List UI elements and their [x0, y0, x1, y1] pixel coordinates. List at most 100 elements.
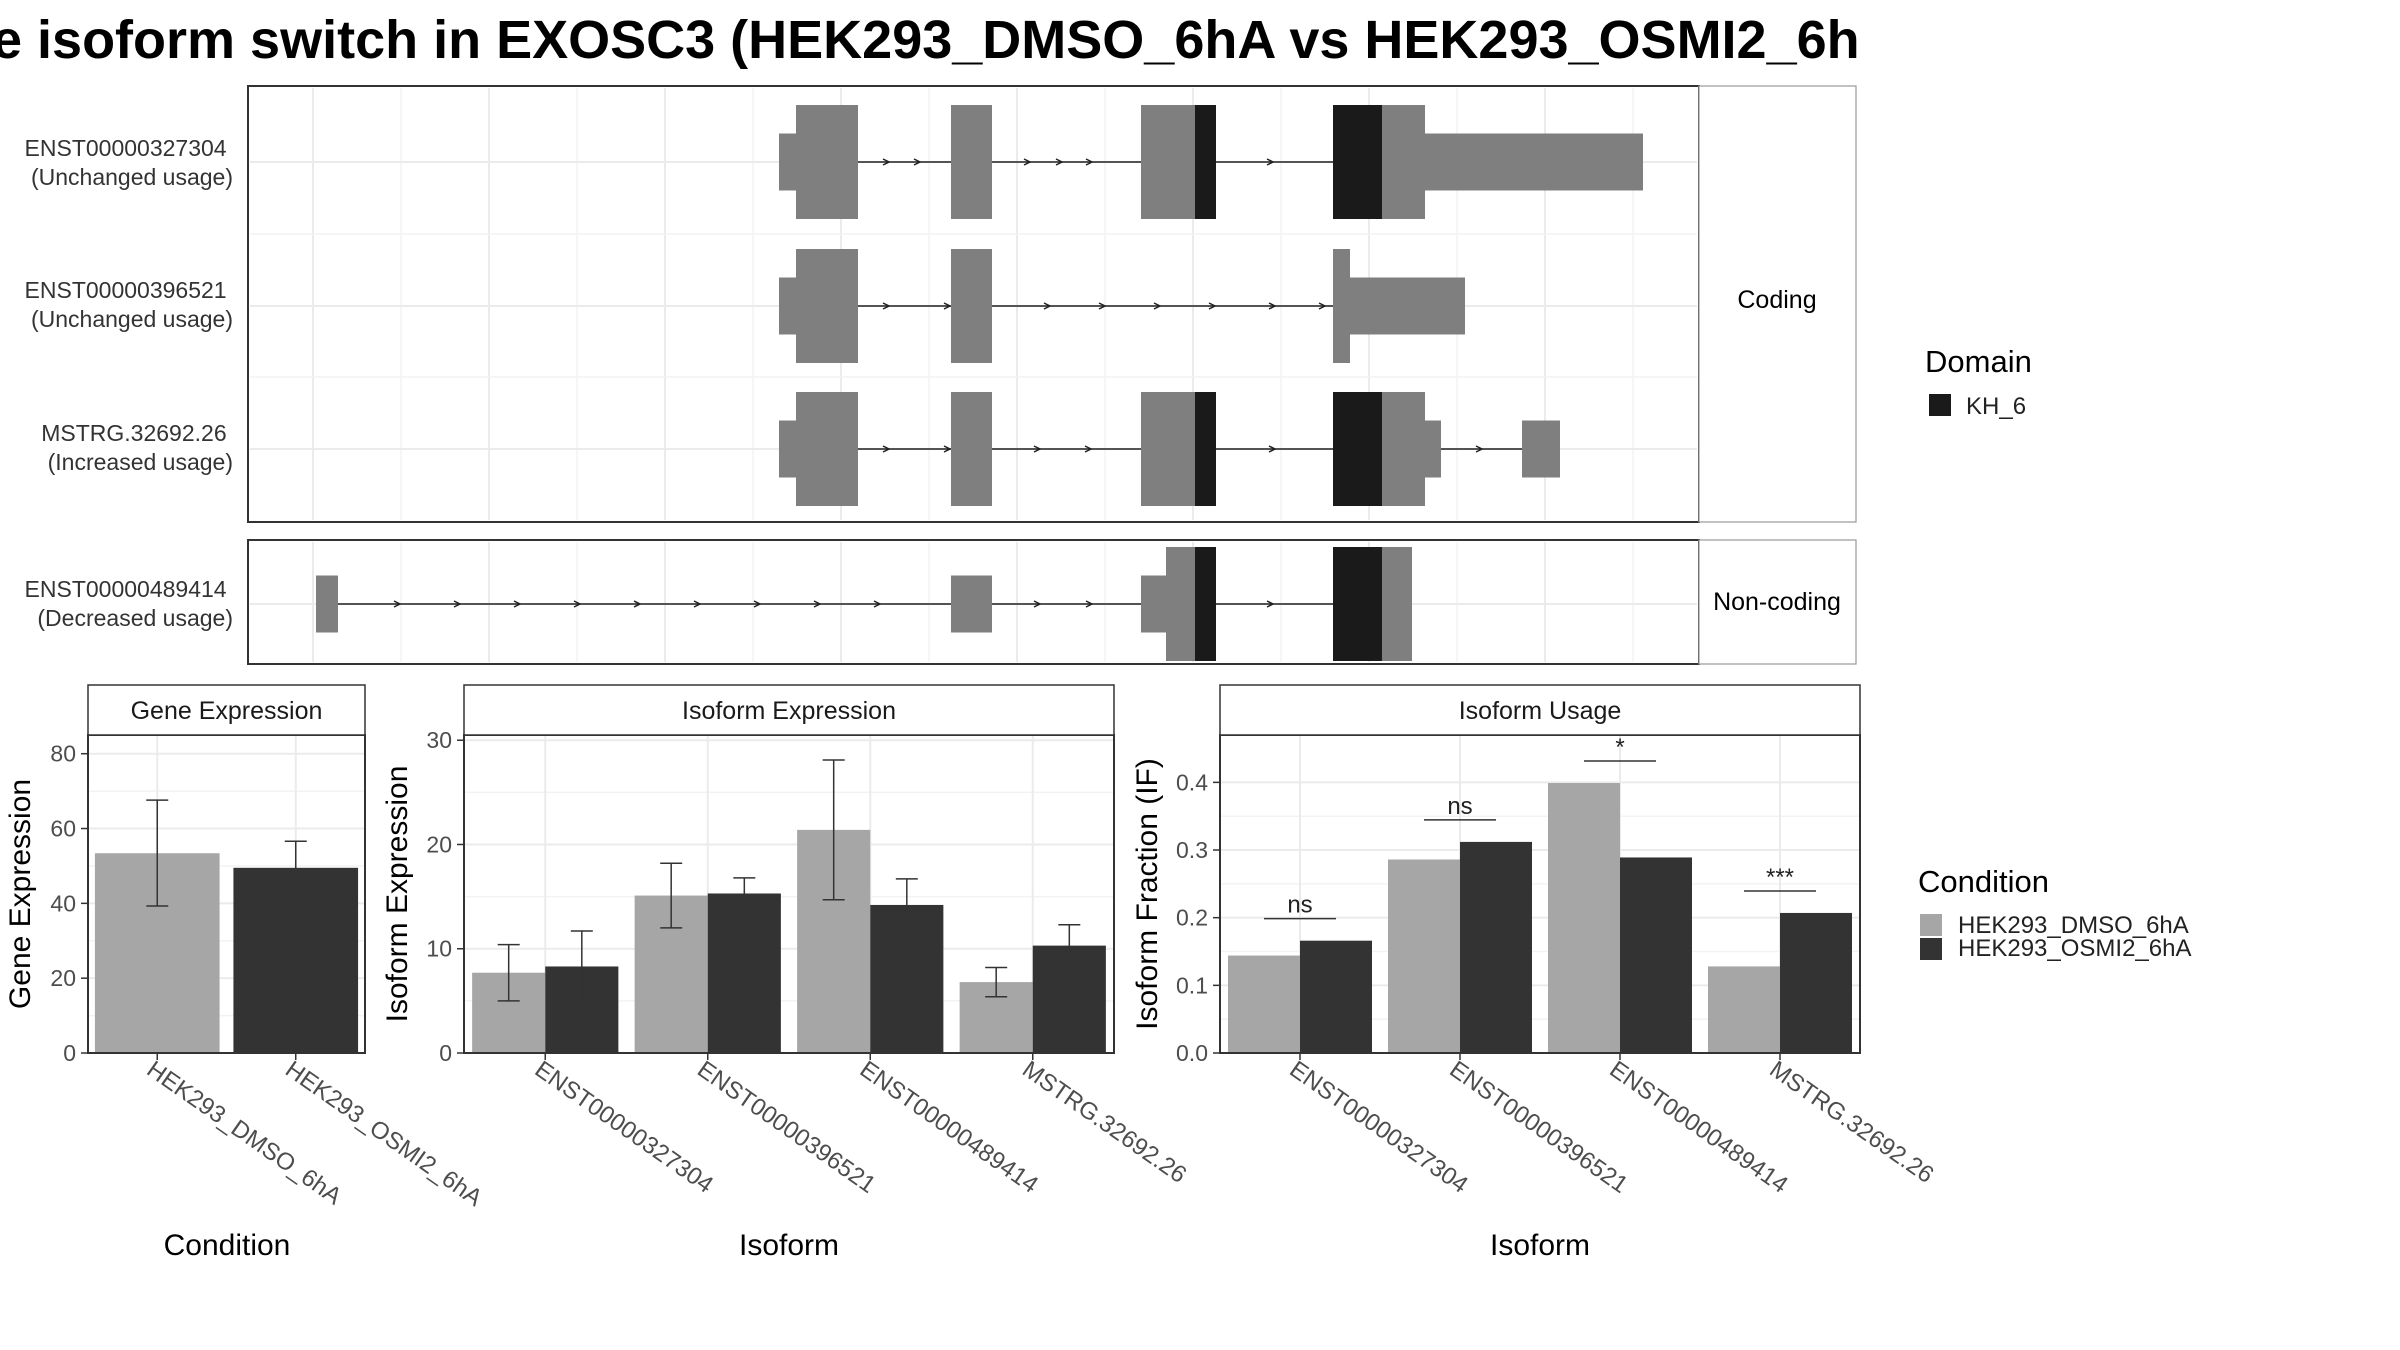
- transcript-models: [316, 105, 1643, 661]
- intron-arrow: [573, 600, 582, 608]
- intron-arrow: [1085, 158, 1094, 166]
- domain-kh6: [1333, 392, 1382, 506]
- intron-arrow: [1043, 302, 1052, 310]
- intron-arrow: [1266, 600, 1275, 608]
- exon: [1382, 105, 1425, 219]
- intron-arrow: [513, 600, 522, 608]
- bar: [1300, 940, 1372, 1053]
- y-tick-label: 0.4: [1176, 769, 1208, 795]
- legend-label-osmi: HEK293_OSMI2_6hA: [1958, 935, 2191, 962]
- exon: [316, 575, 338, 633]
- bar: [1620, 857, 1692, 1053]
- intron-arrow: [1153, 302, 1162, 310]
- x-tick-label: ENST00000396521: [692, 1056, 880, 1199]
- exon: [951, 392, 992, 506]
- exon: [1350, 277, 1465, 335]
- y-tick-label: 40: [50, 890, 76, 916]
- intron-arrow: [1268, 302, 1277, 310]
- y-tick-label: 30: [426, 727, 452, 753]
- exon: [951, 249, 992, 363]
- exon: [1382, 392, 1425, 506]
- y-tick-label: 0: [439, 1040, 452, 1066]
- facet-strip-label: Isoform Expression: [682, 697, 896, 725]
- x-tick-label: MSTRG.32692.26: [1017, 1056, 1191, 1189]
- legend-key-dmso: [1920, 914, 1942, 936]
- y-tick-label: 20: [426, 831, 452, 857]
- intron-arrow: [913, 158, 922, 166]
- exon: [1425, 133, 1643, 191]
- exon: [779, 277, 796, 335]
- facet-strip-label: Isoform Usage: [1459, 697, 1622, 725]
- exon: [796, 249, 858, 363]
- condition-legend: Condition HEK293_DMSO_6hA HEK293_OSMI2_6…: [1918, 864, 2191, 962]
- intron-arrow: [882, 445, 891, 453]
- legend-label-dmso: HEK293_DMSO_6hA: [1958, 912, 2189, 939]
- y-tick-label: 80: [50, 741, 76, 767]
- intron-arrow: [1084, 445, 1093, 453]
- domain-kh6: [1195, 105, 1216, 219]
- significance-label: *: [1615, 734, 1624, 761]
- y-tick-label: 20: [50, 965, 76, 991]
- y-tick-label: 10: [426, 936, 452, 962]
- exon: [796, 392, 858, 506]
- domain-kh6: [1195, 392, 1216, 506]
- intron-arrow: [1266, 158, 1275, 166]
- transcript-label: ENST00000489414 (Decreased usage): [25, 576, 233, 631]
- noncoding-strip: [1698, 539, 1857, 665]
- significance-label: ***: [1766, 864, 1794, 891]
- legend-key-kh6: [1929, 394, 1951, 416]
- exon: [951, 575, 992, 633]
- exon: [1141, 392, 1195, 506]
- intron-arrow: [882, 158, 891, 166]
- intron-arrow: [1268, 445, 1277, 453]
- domain-legend-title: Domain: [1925, 344, 2032, 379]
- y-tick-label: 0.2: [1176, 905, 1208, 931]
- intron-arrow: [943, 302, 952, 310]
- x-tick-label: MSTRG.32692.26: [1765, 1056, 1939, 1189]
- exon: [1141, 105, 1195, 219]
- transcript-label: ENST00000327304 (Unchanged usage): [25, 135, 233, 190]
- bar: [707, 893, 781, 1053]
- exon: [779, 133, 796, 191]
- intron-arrow: [943, 445, 952, 453]
- exon: [796, 105, 858, 219]
- coding-strip: [1698, 85, 1857, 523]
- condition-legend-title: Condition: [1918, 864, 2049, 899]
- intron-arrow: [1023, 158, 1032, 166]
- x-tick-label: ENST00000489414: [855, 1056, 1043, 1199]
- intron-arrow: [1033, 445, 1042, 453]
- facet-strip: [463, 684, 1115, 736]
- exon: [951, 105, 992, 219]
- bar: [1548, 783, 1620, 1053]
- y-tick-label: 0: [63, 1040, 76, 1066]
- domain-kh6: [1195, 547, 1216, 661]
- intron-arrow: [882, 302, 891, 310]
- x-axis-label: Isoform: [1490, 1229, 1590, 1262]
- bar: [1228, 955, 1300, 1053]
- bar: [1708, 966, 1780, 1053]
- exon: [1141, 575, 1166, 633]
- intron-arrow: [1055, 158, 1064, 166]
- figure-title: e isoform switch in EXOSC3 (HEK293_DMSO_…: [0, 10, 1860, 70]
- intron-arrow: [633, 600, 642, 608]
- exon: [1166, 547, 1195, 661]
- y-tick-label: 60: [50, 816, 76, 842]
- y-tick-label: 0.3: [1176, 837, 1208, 863]
- transcript-label: ENST00000396521 (Unchanged usage): [25, 277, 233, 332]
- bar: [1388, 859, 1460, 1053]
- intron-arrow: [1208, 302, 1217, 310]
- bar: [1460, 841, 1532, 1053]
- x-axis-label: Condition: [164, 1229, 291, 1262]
- significance-label: ns: [1447, 793, 1472, 820]
- intron-arrow: [1098, 302, 1107, 310]
- facet-strip: [1219, 684, 1861, 736]
- exon: [1333, 249, 1350, 363]
- facet-label-coding: Coding: [1737, 286, 1816, 314]
- legend-key-osmi: [1920, 938, 1942, 960]
- transcript-label: MSTRG.32692.26 (Increased usage): [41, 420, 233, 475]
- intron-arrow: [453, 600, 462, 608]
- exon: [1425, 420, 1441, 478]
- domain-legend: Domain KH_6: [1925, 344, 2032, 420]
